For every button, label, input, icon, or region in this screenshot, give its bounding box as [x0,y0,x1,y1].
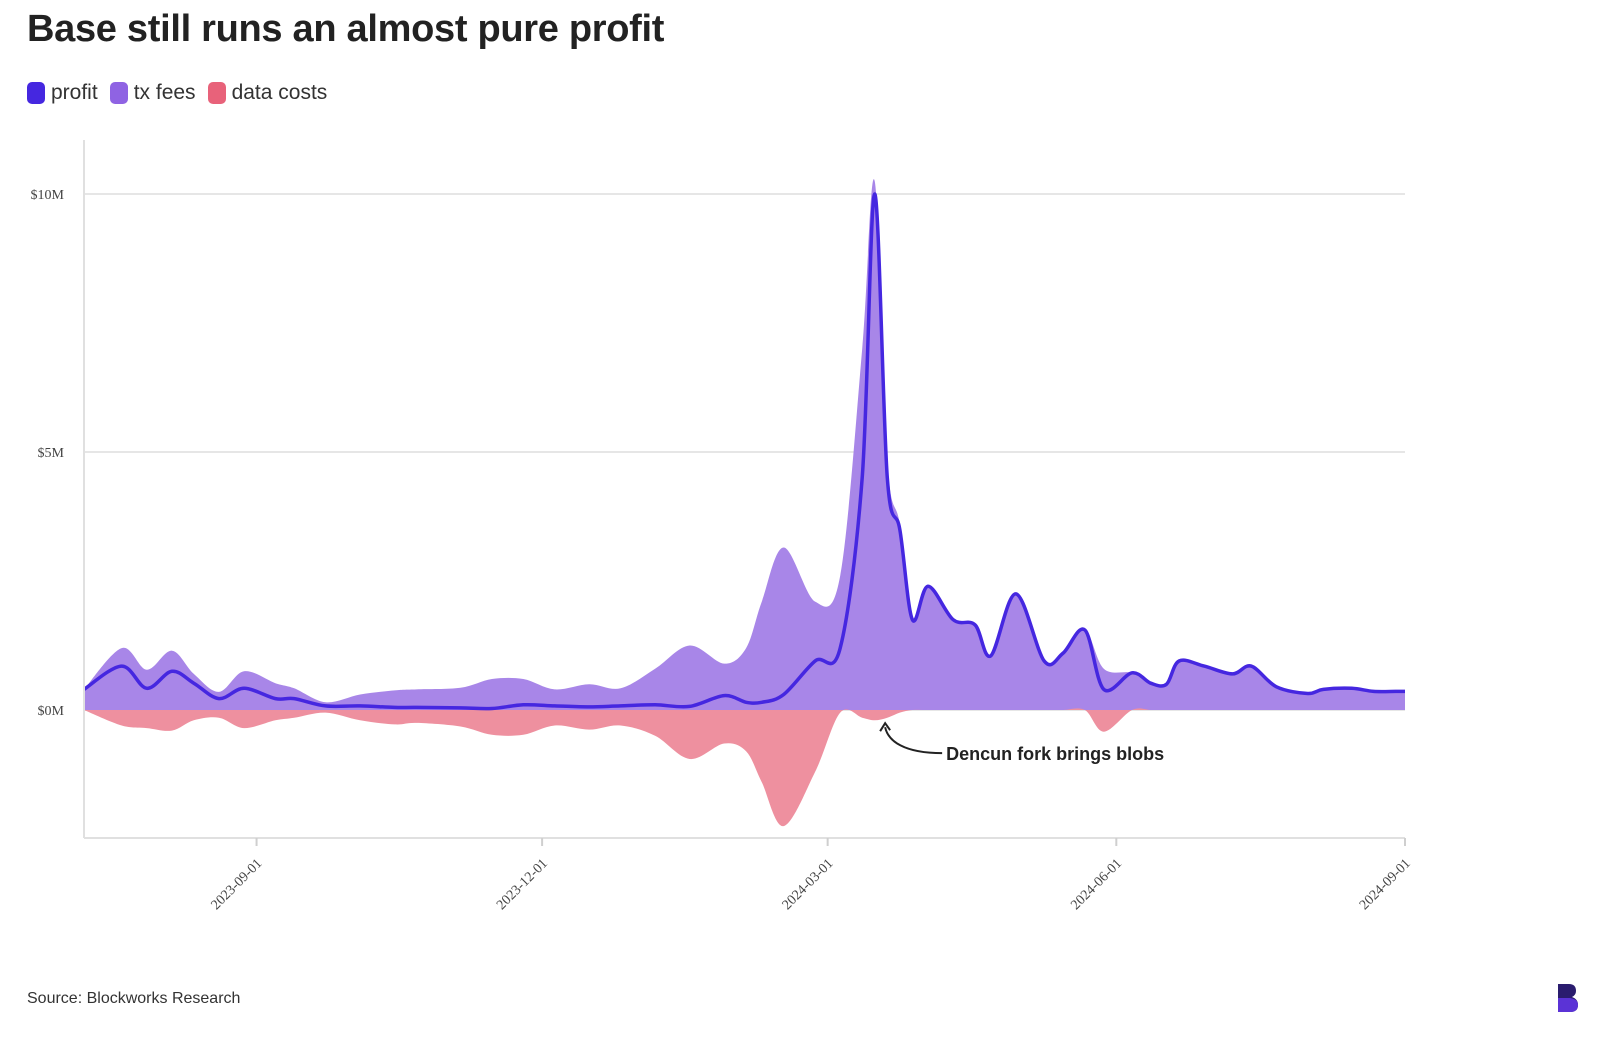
legend-item-data-costs[interactable]: data costs [207,81,328,105]
area-layers [83,179,1405,827]
area-tx-fees [84,179,1405,711]
annotation-arrow [884,726,943,755]
x-tick-label: 2024-06-01 [1068,856,1125,913]
chart-title: Base still runs an almost pure profit [27,8,665,50]
x-tick-label: 2023-12-01 [494,856,551,913]
legend: profit tx fees data costs [27,81,339,105]
blockworks-b-logo-icon [1558,984,1578,1012]
grid-lines [84,193,1405,711]
annotation-group: Dencun fork brings blobs [879,721,1164,764]
y-tick-label: $0M [38,704,65,719]
x-tick-label: 2024-03-01 [780,856,837,913]
legend-swatch-tx-fees [109,82,128,104]
y-tick-label: $10M [31,188,65,203]
x-tick-label: 2024-09-01 [1357,856,1414,913]
annotation-arrowhead [879,721,891,732]
area-data-costs [84,708,1405,827]
legend-swatch-data-costs [207,82,226,104]
line-profit [83,192,1405,711]
legend-item-tx-fees[interactable]: tx fees [109,81,196,105]
legend-item-profit[interactable]: profit [27,81,98,105]
legend-label-tx-fees: tx fees [133,81,196,104]
x-tick-label: 2023-09-01 [209,856,266,913]
source-note: Source: Blockworks Research [27,990,241,1007]
legend-label-profit: profit [51,81,98,104]
legend-label-data-costs: data costs [231,81,328,104]
axes: $0M $5M $10M 2023-09-01 2023-12-01 2024-03-01… [31,140,1414,913]
legend-swatch-profit [27,82,45,104]
y-tick-label: $5M [38,446,65,461]
annotation-label: Dencun fork brings blobs [946,744,1164,764]
